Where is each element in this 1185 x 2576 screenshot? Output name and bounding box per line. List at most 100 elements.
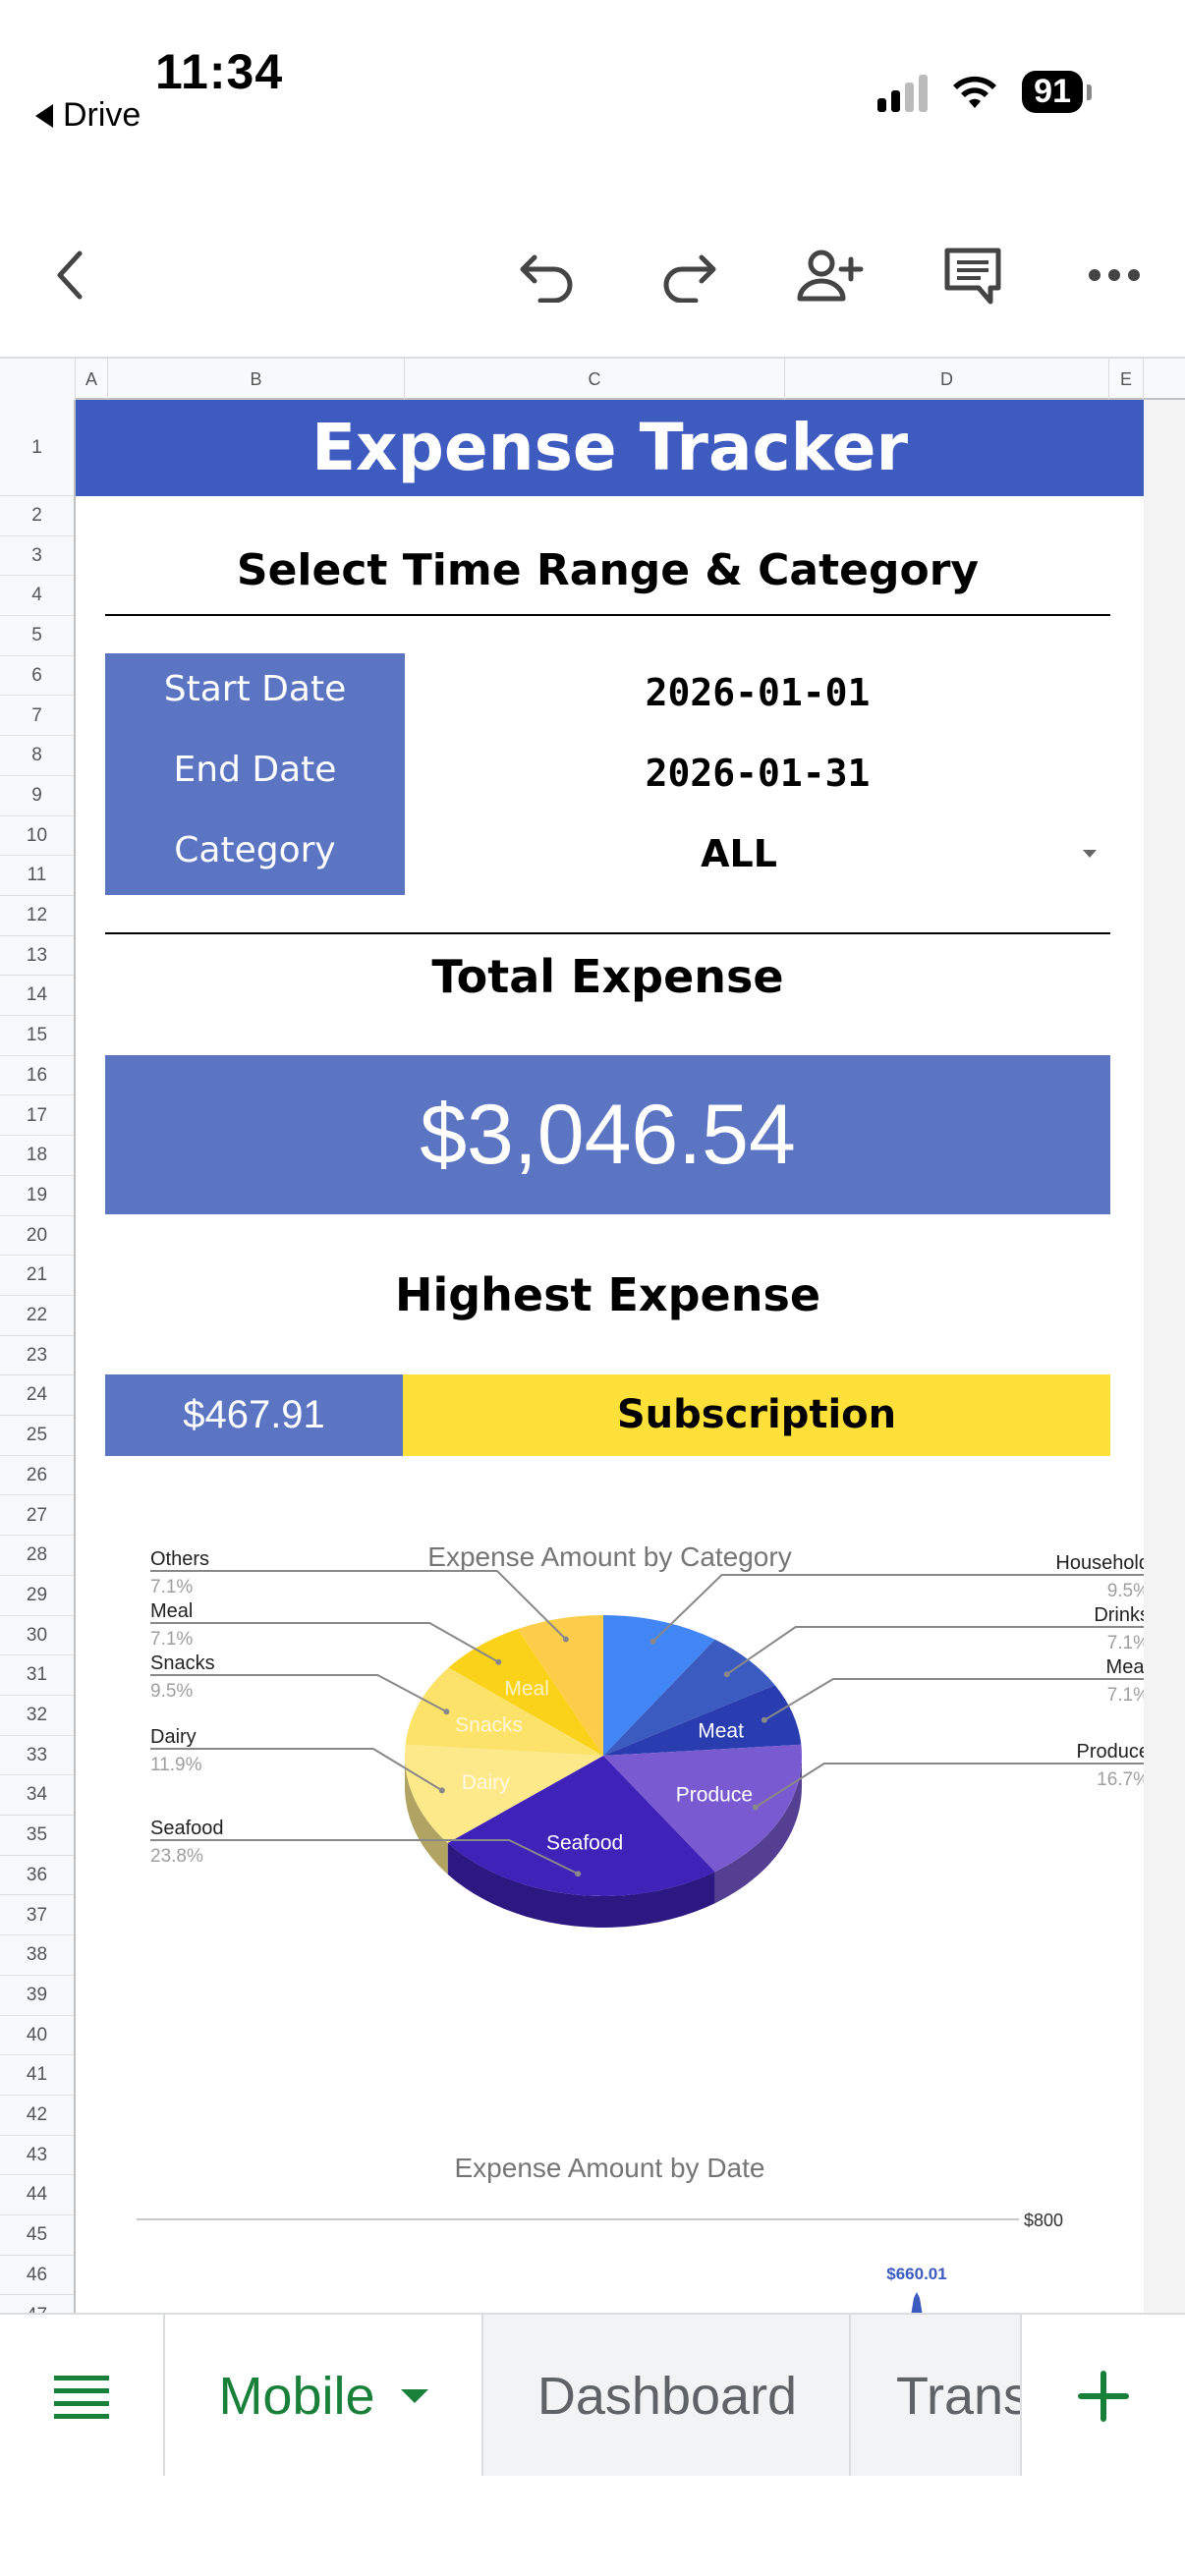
comment-icon[interactable] — [933, 236, 1012, 314]
row-header-2[interactable]: 2 — [0, 496, 74, 536]
pie-slice-seafood[interactable] — [447, 1756, 715, 1897]
row-header-32[interactable]: 32 — [0, 1696, 74, 1736]
total-expense-title[interactable]: Total Expense — [431, 950, 784, 1003]
end-date-value[interactable]: 2026-01-31 — [645, 752, 871, 795]
highest-expense-category[interactable]: Subscription — [403, 1374, 1110, 1456]
row-header-26[interactable]: 26 — [0, 1456, 74, 1496]
row-header-29[interactable]: 29 — [0, 1576, 74, 1616]
row-header-12[interactable]: 12 — [0, 896, 74, 936]
tab-transactions[interactable]: Trans — [851, 2315, 1020, 2478]
pie-chart[interactable]: Meat Produce Seafood Dairy Snacks Meal Househo… — [76, 1510, 1144, 2041]
row-header-36[interactable]: 36 — [0, 1856, 74, 1896]
row-header-6[interactable]: 6 — [0, 656, 74, 697]
wifi-icon — [953, 76, 997, 108]
column-header-d[interactable]: D — [785, 359, 1109, 400]
row-header-40[interactable]: 40 — [0, 2016, 74, 2056]
time-range-subtitle[interactable]: Select Time Range & Category — [236, 545, 980, 595]
pie-slice-others[interactable] — [517, 1615, 603, 1756]
row-header-44[interactable]: 44 — [0, 2175, 74, 2216]
row-header-37[interactable]: 37 — [0, 1896, 74, 1936]
row-header-3[interactable]: 3 — [0, 536, 74, 577]
pie-callout-line — [150, 1839, 579, 1876]
row-header-47[interactable]: 47 — [0, 2296, 74, 2314]
pie-slice-dairy[interactable] — [404, 1744, 603, 1843]
row-header-34[interactable]: 34 — [0, 1775, 74, 1817]
tab-mobile[interactable]: Mobile — [165, 2315, 483, 2478]
chevron-down-icon[interactable] — [400, 2389, 428, 2403]
pie-slice-meal[interactable] — [448, 1629, 604, 1756]
row-header-28[interactable]: 28 — [0, 1536, 74, 1576]
filter-labels: Start Date End Date Category — [105, 653, 405, 895]
row-header-27[interactable]: 27 — [0, 1496, 74, 1537]
row-header-46[interactable]: 46 — [0, 2256, 74, 2296]
row-header-35[interactable]: 35 — [0, 1816, 74, 1856]
row-header-41[interactable]: 41 — [0, 2055, 74, 2096]
column-header-a[interactable]: A — [76, 359, 108, 400]
row-header-19[interactable]: 19 — [0, 1176, 74, 1216]
end-date-label[interactable]: End Date — [173, 750, 337, 790]
redo-icon[interactable] — [649, 236, 727, 314]
row-header-31[interactable]: 31 — [0, 1655, 74, 1696]
row-header-13[interactable]: 13 — [0, 936, 74, 977]
row-header-9[interactable]: 9 — [0, 776, 74, 816]
row-header-11[interactable]: 11 — [0, 856, 74, 896]
column-header-e[interactable]: E — [1109, 359, 1144, 400]
row-header-43[interactable]: 43 — [0, 2136, 74, 2176]
add-person-icon[interactable] — [790, 236, 869, 314]
line-chart[interactable]: $800 $660.01 — [76, 2149, 1144, 2313]
category-dropdown[interactable]: ALL — [701, 832, 777, 875]
start-date-value[interactable]: 2026-01-01 — [645, 671, 871, 714]
category-label[interactable]: Category — [174, 830, 336, 870]
row-header-14[interactable]: 14 — [0, 976, 74, 1017]
sheet-title[interactable]: Expense Tracker — [76, 400, 1144, 496]
pie-slice-household[interactable] — [603, 1615, 715, 1756]
pie-slice-snacks[interactable] — [405, 1667, 603, 1756]
plus-icon[interactable] — [1020, 2315, 1185, 2478]
row-header-33[interactable]: 33 — [0, 1736, 74, 1776]
status-time: 11:34 — [155, 44, 284, 99]
row-header-45[interactable]: 45 — [0, 2215, 74, 2256]
sheet-content[interactable]: Expense Tracker Select Time Range & Cate… — [76, 400, 1144, 2313]
highest-expense-amount[interactable]: $467.91 — [105, 1374, 403, 1456]
row-header-42[interactable]: 42 — [0, 2096, 74, 2136]
row-header-38[interactable]: 38 — [0, 1935, 74, 1976]
pie-slice-produce[interactable] — [603, 1744, 803, 1873]
pie-callout-dot — [562, 1636, 569, 1643]
column-header-c[interactable]: C — [405, 359, 785, 400]
pie-inner-label: Dairy — [462, 1771, 511, 1794]
column-header-b[interactable]: B — [108, 359, 405, 400]
pie-slice-meat[interactable] — [603, 1685, 802, 1756]
row-header-23[interactable]: 23 — [0, 1336, 74, 1376]
tab-dashboard[interactable]: Dashboard — [485, 2315, 849, 2478]
row-header-16[interactable]: 16 — [0, 1056, 74, 1096]
row-header-39[interactable]: 39 — [0, 1976, 74, 2016]
more-icon[interactable] — [1075, 236, 1154, 314]
row-header-5[interactable]: 5 — [0, 616, 74, 656]
pie-callout-line — [726, 1626, 1144, 1676]
row-header-10[interactable]: 10 — [0, 816, 74, 857]
back-arrow-icon[interactable] — [31, 236, 110, 314]
row-header-17[interactable]: 17 — [0, 1096, 74, 1137]
row-header-22[interactable]: 22 — [0, 1296, 74, 1336]
row-header-21[interactable]: 21 — [0, 1256, 74, 1296]
row-header-25[interactable]: 25 — [0, 1416, 74, 1456]
row-header-24[interactable]: 24 — [0, 1375, 74, 1417]
sheet-list-icon[interactable] — [0, 2315, 165, 2478]
undo-icon[interactable] — [509, 236, 588, 314]
row-header-7[interactable]: 7 — [0, 697, 74, 737]
row-header-8[interactable]: 8 — [0, 736, 74, 776]
row-header-1[interactable]: 1 — [0, 400, 74, 496]
highest-expense-title[interactable]: Highest Expense — [394, 1268, 821, 1321]
row-header-18[interactable]: 18 — [0, 1136, 74, 1176]
back-to-drive-link[interactable]: Drive — [35, 96, 141, 135]
chevron-down-icon[interactable] — [1083, 850, 1097, 858]
select-all-corner[interactable] — [0, 359, 76, 400]
row-header-15[interactable]: 15 — [0, 1016, 74, 1056]
start-date-label[interactable]: Start Date — [163, 669, 347, 709]
row-header-20[interactable]: 20 — [0, 1216, 74, 1257]
toolbar — [0, 206, 1185, 334]
total-expense-value[interactable]: $3,046.54 — [105, 1055, 1110, 1214]
pie-slice-drinks[interactable] — [603, 1639, 775, 1756]
row-header-30[interactable]: 30 — [0, 1616, 74, 1656]
row-header-4[interactable]: 4 — [0, 576, 74, 617]
